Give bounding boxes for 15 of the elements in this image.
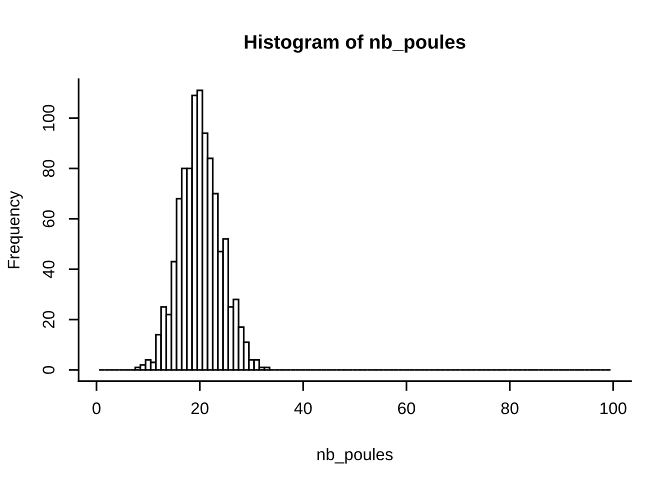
- x-tick-label: 0: [92, 402, 100, 414]
- x-tick-label: 40: [294, 402, 312, 414]
- y-tick-label: 60: [42, 210, 54, 228]
- y-tick-label: 40: [42, 260, 54, 278]
- y-tick-label: 0: [42, 366, 54, 374]
- x-tick-label: 60: [398, 402, 416, 414]
- y-tick-label: 20: [42, 310, 54, 328]
- x-tick-label: 20: [191, 402, 208, 414]
- y-axis-title: Frequency: [8, 190, 23, 268]
- y-tick-label: 100: [42, 104, 54, 131]
- x-tick-label: 80: [501, 402, 518, 414]
- x-tick-label: 100: [600, 402, 626, 414]
- x-axis-title: nb_poules: [317, 448, 393, 464]
- chart-title: Histogram of nb_poules: [244, 34, 466, 53]
- y-tick-label: 80: [42, 160, 54, 177]
